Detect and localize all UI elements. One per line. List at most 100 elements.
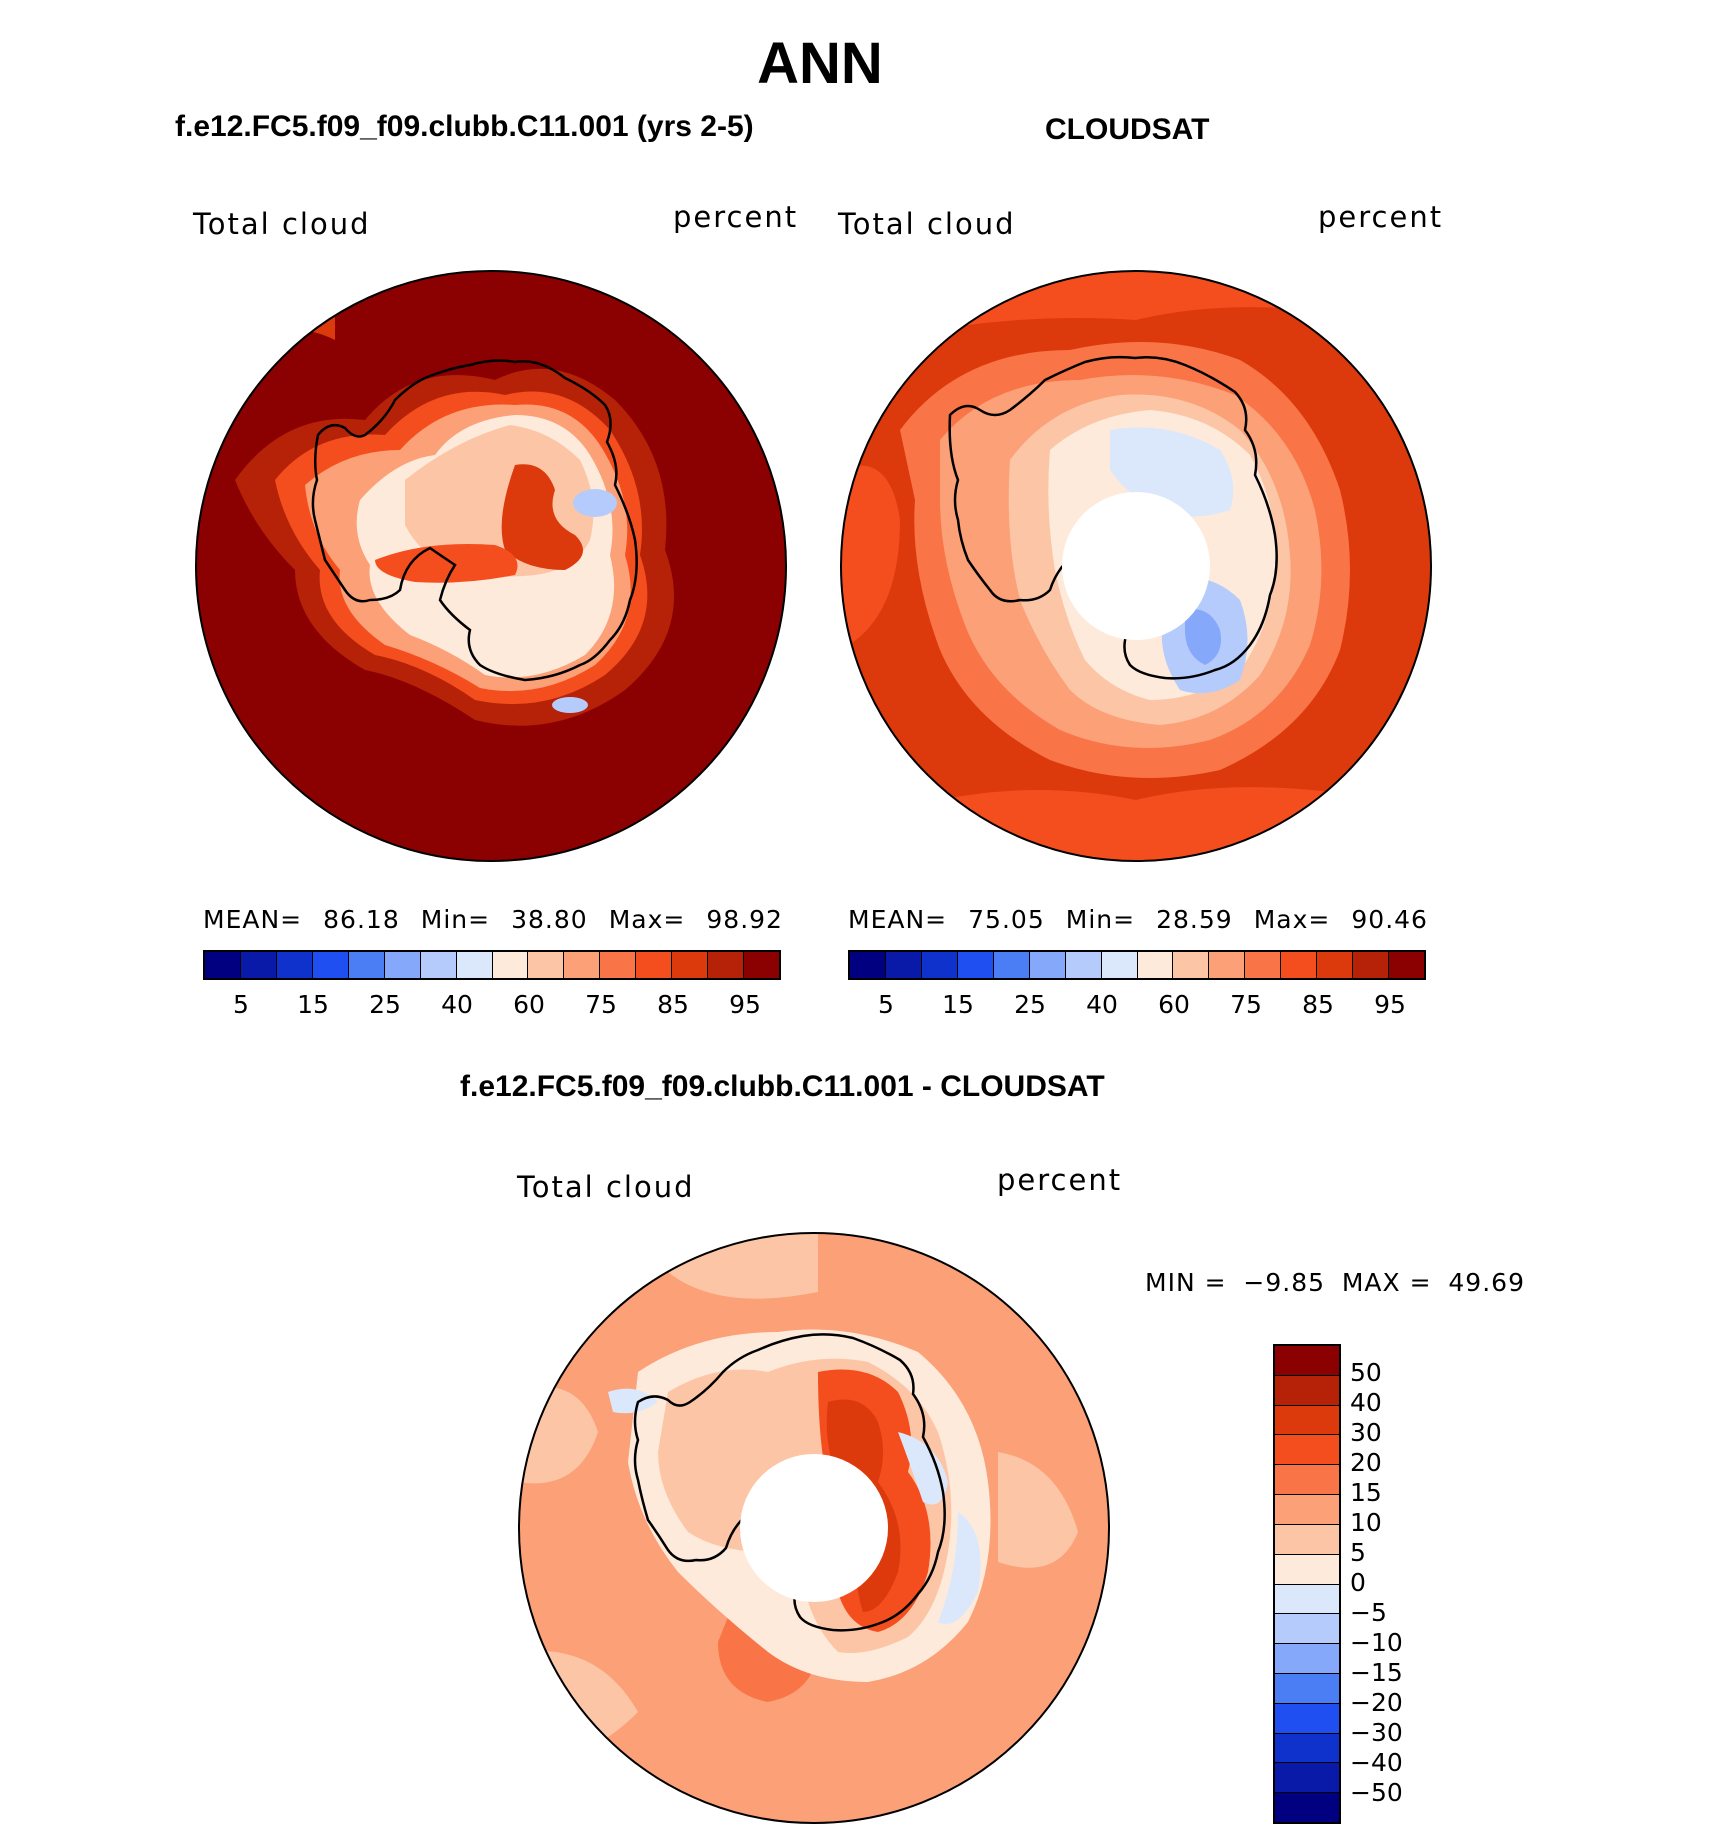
- test-case-title: f.e12.FC5.f09_f09.clubb.C11.001 (yrs 2-5…: [175, 110, 754, 143]
- colorbar-tick-label: 40: [1350, 1388, 1382, 1417]
- colorbar-swatch: [1137, 952, 1174, 978]
- test-max-label: Max=: [608, 905, 686, 934]
- colorbar-swatch: [1389, 952, 1424, 978]
- colorbar-swatch: [1173, 952, 1210, 978]
- colorbar-swatch: [205, 952, 241, 978]
- test-min-label: Min=: [420, 905, 491, 934]
- colorbar-tick-label: −15: [1350, 1658, 1403, 1687]
- obs-polar-map: [840, 270, 1432, 862]
- diff-stats: MIN = −9.85 MAX = 49.69: [1145, 1268, 1525, 1297]
- colorbar-swatch: [312, 952, 349, 978]
- colorbar-tick-label: 95: [1374, 990, 1406, 1019]
- test-mean-label: MEAN=: [203, 905, 303, 934]
- test-colorbar-ticks: 5 15 25 40 60 75 85 95: [0, 990, 761, 1020]
- colorbar-swatch: [1275, 1524, 1339, 1555]
- colorbar-swatch: [1209, 952, 1246, 978]
- colorbar-tick-label: 40: [1086, 990, 1118, 1019]
- diff-min-label: MIN =: [1145, 1268, 1227, 1297]
- obs-min-value: 28.59: [1156, 905, 1233, 934]
- obs-colorbar-ticks: 5 15 25 40 60 75 85 95: [0, 990, 1406, 1020]
- colorbar-swatch: [885, 952, 922, 978]
- colorbar-tick-label: −10: [1350, 1628, 1403, 1657]
- test-mean-value: 86.18: [323, 905, 400, 934]
- colorbar-tick-label: 85: [1302, 990, 1334, 1019]
- colorbar-swatch: [240, 952, 277, 978]
- colorbar-swatch: [348, 952, 385, 978]
- obs-case-title: CLOUDSAT: [1045, 113, 1210, 146]
- test-variable-label: Total cloud: [193, 207, 371, 241]
- colorbar-tick-label: 5: [233, 990, 249, 1019]
- colorbar-tick-label: 30: [1350, 1418, 1382, 1447]
- colorbar-swatch: [1353, 952, 1390, 978]
- colorbar-tick-label: 20: [1350, 1448, 1382, 1477]
- colorbar-tick-label: 75: [1230, 990, 1262, 1019]
- obs-variable-label: Total cloud: [838, 207, 1016, 241]
- obs-units-label: percent: [1318, 200, 1444, 234]
- colorbar-swatch: [1101, 952, 1138, 978]
- colorbar-swatch: [1275, 1614, 1339, 1645]
- diff-units-label: percent: [997, 1163, 1123, 1197]
- colorbar-tick-label: 10: [1350, 1508, 1382, 1537]
- colorbar-tick-label: 40: [441, 990, 473, 1019]
- colorbar-swatch: [1275, 1554, 1339, 1585]
- colorbar-swatch: [1275, 1793, 1339, 1822]
- test-units-label: percent: [673, 200, 799, 234]
- colorbar-tick-label: 85: [657, 990, 689, 1019]
- colorbar-tick-label: −5: [1350, 1598, 1387, 1627]
- obs-mean-value: 75.05: [968, 905, 1045, 934]
- diff-polar-map: [518, 1232, 1110, 1824]
- test-min-value: 38.80: [511, 905, 588, 934]
- colorbar-swatch: [384, 952, 421, 978]
- colorbar-swatch: [1275, 1465, 1339, 1496]
- colorbar-tick-label: 75: [585, 990, 617, 1019]
- colorbar-swatch: [1275, 1435, 1339, 1466]
- obs-stats: MEAN= 75.05 Min= 28.59 Max= 90.46: [848, 905, 1428, 934]
- colorbar-swatch: [1275, 1733, 1339, 1764]
- colorbar-swatch: [1275, 1495, 1339, 1525]
- colorbar-swatch: [636, 952, 673, 978]
- colorbar-swatch: [1065, 952, 1102, 978]
- colorbar-swatch: [1275, 1763, 1339, 1794]
- diff-colorbar: [1273, 1344, 1341, 1824]
- obs-mean-label: MEAN=: [848, 905, 948, 934]
- test-max-value: 98.92: [706, 905, 783, 934]
- colorbar-tick-label: −50: [1350, 1778, 1403, 1807]
- colorbar-swatch: [1275, 1584, 1339, 1615]
- colorbar-swatch: [492, 952, 529, 978]
- colorbar-tick-label: 15: [942, 990, 974, 1019]
- colorbar-swatch: [276, 952, 313, 978]
- colorbar-swatch: [1275, 1375, 1339, 1406]
- colorbar-swatch: [993, 952, 1030, 978]
- colorbar-swatch: [456, 952, 493, 978]
- colorbar-tick-label: 50: [1350, 1358, 1382, 1387]
- colorbar-swatch: [672, 952, 709, 978]
- test-stats: MEAN= 86.18 Min= 38.80 Max= 98.92: [203, 905, 783, 934]
- season-title: ANN: [757, 31, 883, 96]
- colorbar-swatch: [1317, 952, 1354, 978]
- colorbar-swatch: [1029, 952, 1066, 978]
- obs-min-label: Min=: [1065, 905, 1136, 934]
- obs-colorbar: [848, 950, 1426, 980]
- colorbar-tick-label: 25: [369, 990, 401, 1019]
- colorbar-tick-label: 25: [1014, 990, 1046, 1019]
- colorbar-swatch: [1245, 952, 1282, 978]
- colorbar-tick-label: 5: [1350, 1538, 1366, 1567]
- obs-max-label: Max=: [1253, 905, 1331, 934]
- colorbar-tick-label: 60: [1158, 990, 1190, 1019]
- diff-max-label: MAX =: [1341, 1268, 1432, 1297]
- colorbar-tick-label: 95: [729, 990, 761, 1019]
- colorbar-swatch: [921, 952, 958, 978]
- colorbar-swatch: [1275, 1644, 1339, 1674]
- colorbar-swatch: [744, 952, 779, 978]
- test-colorbar: [203, 950, 781, 980]
- colorbar-swatch: [850, 952, 886, 978]
- colorbar-swatch: [1275, 1673, 1339, 1704]
- obs-max-value: 90.46: [1351, 905, 1428, 934]
- colorbar-tick-label: −30: [1350, 1718, 1403, 1747]
- colorbar-swatch: [420, 952, 457, 978]
- colorbar-swatch: [1275, 1703, 1339, 1734]
- colorbar-tick-label: 15: [297, 990, 329, 1019]
- colorbar-swatch: [528, 952, 565, 978]
- colorbar-swatch: [708, 952, 745, 978]
- colorbar-tick-label: −20: [1350, 1688, 1403, 1717]
